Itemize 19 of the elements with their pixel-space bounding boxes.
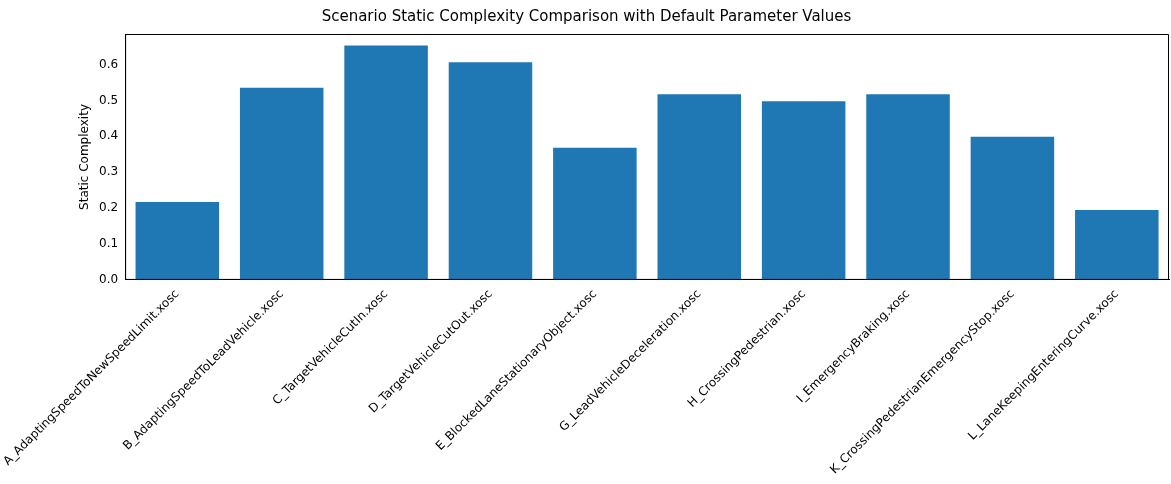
bar bbox=[970, 136, 1055, 280]
bar bbox=[657, 94, 742, 280]
y-tick-label: 0.3 bbox=[99, 164, 119, 179]
chart-title: Scenario Static Complexity Comparison with Default Parameter Values bbox=[321, 6, 852, 25]
bar bbox=[239, 87, 324, 280]
y-tick-label: 0.6 bbox=[99, 56, 119, 71]
bar bbox=[344, 45, 428, 280]
bar bbox=[448, 62, 533, 280]
y-tick-label: 0.2 bbox=[99, 200, 119, 215]
y-tick-label: 0.4 bbox=[99, 128, 119, 143]
bar bbox=[866, 94, 950, 280]
bar bbox=[761, 101, 846, 280]
bar bbox=[1075, 209, 1159, 280]
bar bbox=[135, 202, 220, 280]
y-tick-label: 0.1 bbox=[99, 236, 119, 251]
bar bbox=[553, 147, 637, 280]
y-tick-label: 0.0 bbox=[99, 272, 119, 287]
y-axis-title: Static Complexity bbox=[76, 104, 91, 210]
y-tick-label: 0.5 bbox=[99, 92, 119, 107]
